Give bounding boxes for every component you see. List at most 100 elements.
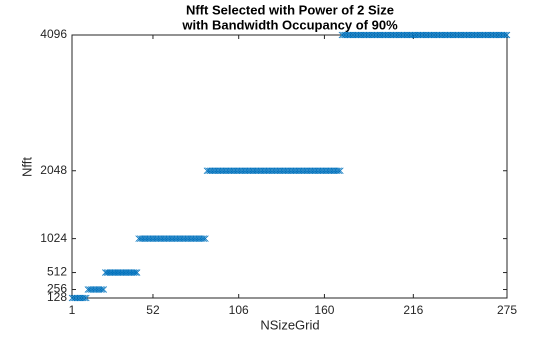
marker: [489, 31, 496, 39]
marker: [241, 167, 249, 175]
marker: [348, 31, 355, 39]
marker: [84, 286, 92, 293]
marker: [444, 31, 452, 39]
marker: [141, 235, 149, 242]
marker: [446, 31, 454, 39]
marker: [475, 31, 482, 39]
marker: [200, 235, 208, 242]
marker: [292, 167, 300, 175]
x-tick-label: 275: [497, 303, 517, 317]
marker: [133, 269, 141, 276]
marker: [248, 167, 255, 175]
marker: [486, 31, 493, 39]
marker: [195, 235, 203, 242]
marker: [73, 294, 81, 302]
marker: [481, 31, 489, 39]
marker: [221, 167, 228, 175]
marker: [144, 235, 152, 242]
marker: [376, 31, 384, 39]
marker: [433, 31, 441, 39]
marker: [330, 167, 338, 175]
marker: [314, 167, 322, 175]
marker: [478, 31, 485, 39]
marker: [95, 286, 103, 293]
marker: [316, 167, 323, 175]
marker: [265, 167, 273, 175]
marker: [90, 286, 98, 293]
marker: [497, 31, 504, 39]
marker: [310, 167, 317, 175]
marker: [435, 31, 443, 39]
marker: [68, 294, 76, 302]
marker: [360, 31, 368, 39]
marker: [233, 167, 241, 175]
marker: [340, 31, 347, 39]
marker: [94, 286, 101, 293]
x-tick-label: 1: [69, 303, 76, 317]
marker: [335, 167, 342, 175]
marker: [252, 167, 260, 175]
marker: [184, 235, 192, 242]
marker: [470, 31, 477, 39]
marker: [108, 269, 115, 276]
marker: [113, 269, 120, 276]
marker: [425, 31, 433, 39]
marker: [244, 167, 252, 175]
marker: [414, 31, 422, 39]
marker: [243, 167, 250, 175]
marker: [130, 269, 138, 276]
marker: [262, 167, 269, 175]
marker: [500, 31, 508, 39]
marker: [186, 235, 193, 242]
y-axis-label: Nfft: [19, 157, 34, 177]
marker: [410, 31, 417, 39]
marker: [271, 167, 279, 175]
marker: [190, 235, 198, 242]
y-tick-label: 128: [47, 290, 67, 304]
marker: [149, 235, 157, 242]
marker: [154, 235, 162, 242]
marker: [240, 167, 247, 175]
marker: [473, 31, 481, 39]
marker: [246, 167, 254, 175]
y-tick-label: 256: [47, 282, 67, 296]
marker: [213, 167, 220, 175]
marker: [198, 235, 206, 242]
marker: [397, 31, 404, 39]
marker: [279, 167, 287, 175]
marker: [160, 235, 168, 242]
marker: [187, 235, 195, 242]
marker: [419, 31, 427, 39]
marker: [498, 31, 506, 39]
marker: [135, 235, 142, 242]
marker: [175, 235, 182, 242]
marker: [156, 235, 163, 242]
marker: [260, 167, 268, 175]
marker: [157, 235, 165, 242]
marker: [168, 235, 176, 242]
marker: [159, 235, 166, 242]
marker: [189, 235, 196, 242]
marker: [205, 167, 212, 175]
marker: [406, 31, 414, 39]
marker: [387, 31, 395, 39]
marker: [92, 286, 100, 293]
marker: [375, 31, 382, 39]
marker: [222, 167, 230, 175]
marker: [398, 31, 406, 39]
marker: [429, 31, 436, 39]
marker: [357, 31, 365, 39]
marker: [178, 235, 185, 242]
marker: [289, 167, 296, 175]
marker: [124, 269, 131, 276]
marker: [356, 31, 363, 39]
marker: [284, 167, 292, 175]
marker: [354, 31, 362, 39]
marker: [403, 31, 411, 39]
marker: [232, 167, 239, 175]
marker: [451, 31, 458, 39]
marker: [197, 235, 204, 242]
marker: [390, 31, 398, 39]
marker: [217, 167, 225, 175]
marker: [325, 167, 333, 175]
